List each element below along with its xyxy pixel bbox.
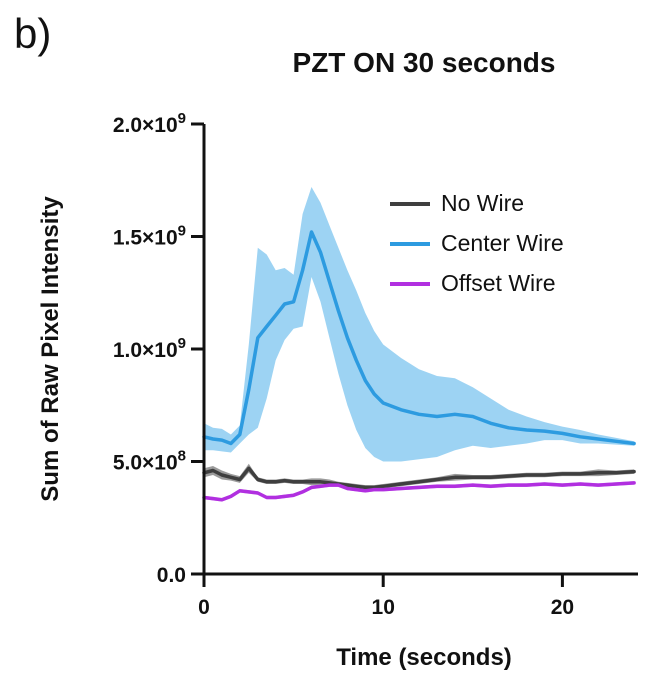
center-wire-line <box>202 230 636 446</box>
center-wire-band <box>204 187 635 462</box>
x-axis-ticks: 0 10 20 <box>198 574 574 619</box>
chart-title: PZT ON 30 seconds <box>293 47 556 78</box>
y-tick-label: 0.0 <box>157 564 186 587</box>
y-tick-label: 1.5×109 <box>113 223 186 250</box>
x-tick-label: 10 <box>372 596 395 619</box>
confidence-bands <box>204 187 635 502</box>
no-wire-line <box>202 466 636 490</box>
y-tick-label: 1.0×109 <box>113 335 186 362</box>
x-axis-label: Time (seconds) <box>336 644 512 671</box>
y-tick-label: 2.0×109 <box>113 110 186 137</box>
offset-wire-line <box>202 481 636 502</box>
y-axis-ticks: 0.0 5.0×108 1.0×109 1.5×109 2.0×109 <box>113 110 204 587</box>
x-tick-label: 20 <box>551 596 574 619</box>
y-tick-label: 5.0×108 <box>113 448 186 475</box>
legend-label-no-wire: No Wire <box>441 190 524 216</box>
legend-label-offset-wire: Offset Wire <box>441 270 556 296</box>
y-axis-label: Sum of Raw Pixel Intensity <box>37 196 64 502</box>
series-lines <box>202 230 636 502</box>
panel-label: b) <box>14 10 51 57</box>
legend: No Wire Center Wire Offset Wire <box>390 190 564 296</box>
legend-label-center-wire: Center Wire <box>441 230 564 256</box>
x-tick-label: 0 <box>198 596 210 619</box>
